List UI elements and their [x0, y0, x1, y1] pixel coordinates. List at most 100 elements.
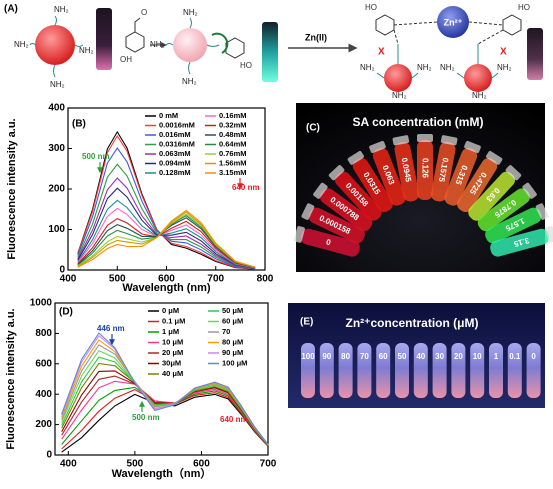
vial-photo	[96, 8, 112, 70]
ring	[225, 37, 245, 59]
tube-label: 90	[322, 352, 331, 361]
x-tick-label: 500	[109, 274, 126, 285]
legend-label: 3.15mM	[219, 168, 247, 177]
y-axis-title: Fluorescence intensity a.u.	[5, 308, 17, 449]
tube-label: 1	[494, 352, 499, 361]
amine-labels: NH₂ NH₂ NH₂ NH₂ NH₂ NH₂ NH₂ NH₂ NH₂ NH₂ …	[14, 5, 512, 100]
y-tick-label: 100	[48, 224, 65, 235]
tube: 0.0315	[347, 151, 393, 213]
legend-label: 30μM	[162, 358, 181, 367]
tube-label: 70	[360, 352, 369, 361]
amine-label: NH₂	[183, 8, 198, 17]
panel-label: (D)	[59, 307, 73, 318]
tube-cap	[535, 203, 549, 220]
x-axis-title: Wavelength (nm)	[122, 282, 211, 294]
panel-label: (E)	[300, 317, 313, 328]
amine-label: NH₂	[182, 77, 197, 86]
legend-label: 0.1 μM	[162, 316, 185, 325]
amine-label: NH₂	[79, 46, 94, 55]
atom-label: OH	[120, 55, 132, 64]
legend-label: 70	[222, 327, 230, 336]
series-line	[77, 147, 256, 270]
tube-body	[468, 171, 516, 221]
tube-cap	[417, 134, 433, 142]
tube: 0.4725	[457, 151, 503, 213]
tube: 3.15	[490, 226, 553, 257]
tube: 0	[293, 226, 360, 257]
tube-body	[376, 343, 391, 398]
tube-cap	[301, 203, 315, 220]
tube-cap	[328, 165, 345, 181]
tube-body	[372, 147, 406, 206]
tube: 1.575	[485, 203, 549, 244]
legend-label: 0.016mM	[159, 130, 191, 139]
tube: 0.63	[468, 165, 522, 221]
tube-cap	[545, 226, 553, 243]
atom-label: HO	[518, 3, 530, 12]
series-line	[77, 209, 256, 268]
legend-label: 60 μM	[222, 316, 243, 325]
tube-body	[413, 343, 428, 398]
legend-label: 1 μM	[162, 327, 179, 336]
red-nanoparticle	[35, 25, 75, 65]
tube-body	[507, 343, 522, 398]
photo-title: SA concentration (mM)	[353, 115, 484, 129]
coordination	[393, 21, 504, 45]
legend-label: 0.32mM	[219, 120, 247, 129]
x-tick-label: 400	[60, 274, 77, 285]
tube-label: 10	[473, 352, 482, 361]
ring	[125, 31, 145, 53]
legend-label: 0 μM	[162, 306, 179, 315]
amine-label: NH₂	[472, 91, 487, 100]
atom-label: HO	[365, 3, 377, 12]
tube-cap	[313, 182, 328, 199]
plot-frame	[54, 302, 269, 456]
ion-label: Zn²⁺	[444, 17, 463, 27]
linker	[376, 44, 499, 79]
tube-body	[490, 228, 550, 257]
tube-body	[417, 140, 433, 200]
molecules	[125, 14, 522, 59]
annotation: 640 nm	[220, 415, 248, 424]
x-tick-label: 400	[60, 459, 77, 470]
series-line	[77, 163, 256, 270]
ring	[375, 14, 395, 36]
tube-body	[444, 147, 478, 206]
x-tick-label: 700	[207, 274, 224, 285]
y-tick-label: 0	[59, 265, 65, 276]
panel-label: (C)	[306, 123, 320, 134]
legend-label: 20 μM	[162, 348, 183, 357]
series-line	[61, 380, 269, 446]
tube-cap	[369, 140, 386, 154]
linker	[165, 17, 220, 75]
tube-body	[451, 343, 466, 398]
annotation: 640 nm	[232, 183, 260, 192]
amine-label: NH₂	[150, 40, 165, 49]
tube-cap	[440, 135, 458, 146]
y-tick-label: 200	[35, 419, 52, 430]
tube-body	[320, 188, 373, 232]
tube-label: 30	[435, 352, 444, 361]
y-tick-label: 1000	[30, 298, 53, 309]
red-nanoparticle	[384, 64, 412, 92]
tube-body	[308, 207, 365, 244]
tube-label: 60	[379, 352, 388, 361]
tube-label: 0	[531, 352, 536, 361]
zinc-ion	[437, 6, 469, 38]
tube-cap	[347, 151, 364, 165]
tube-body	[457, 158, 498, 213]
tube-cap	[486, 151, 503, 165]
amine-label: NH₂	[50, 80, 65, 89]
y-tick-label: 0	[46, 450, 52, 461]
series-line	[61, 393, 269, 453]
curved-arrow	[211, 32, 229, 54]
vial-photo	[262, 22, 278, 82]
y-tick-label: 400	[48, 103, 65, 114]
x-tick-label: 500	[127, 459, 144, 470]
amine-label: NH₂	[417, 63, 432, 72]
series-line	[77, 217, 256, 269]
block-mark: X	[378, 47, 385, 58]
panel-label: (A)	[4, 4, 18, 15]
tube-cap	[392, 135, 410, 146]
